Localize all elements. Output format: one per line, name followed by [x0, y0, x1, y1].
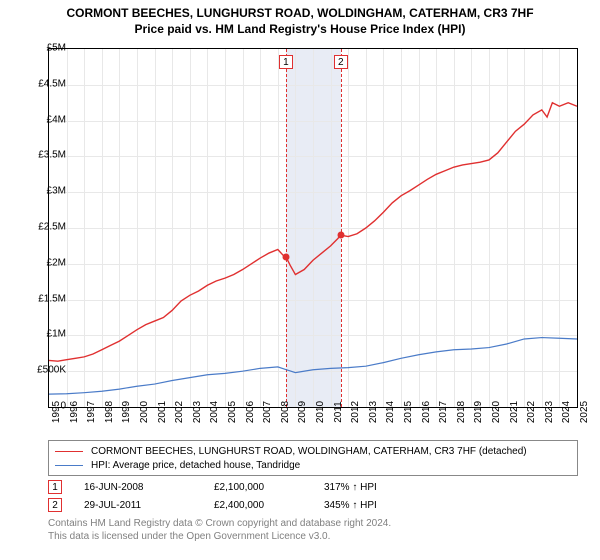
title-line-1: CORMONT BEECHES, LUNGHURST ROAD, WOLDING… — [8, 6, 592, 22]
footnote-marker-1: 1 — [48, 480, 62, 494]
y-axis-label: £1M — [26, 329, 66, 340]
x-axis-label: 2001 — [157, 401, 168, 423]
x-axis-label: 2000 — [139, 401, 150, 423]
x-axis-label: 2014 — [385, 401, 396, 423]
legend-swatch-hpi — [55, 465, 83, 466]
x-axis-label: 1995 — [51, 401, 62, 423]
x-axis-label: 1996 — [69, 401, 80, 423]
x-axis-label: 2018 — [456, 401, 467, 423]
chart-title-block: CORMONT BEECHES, LUNGHURST ROAD, WOLDING… — [0, 0, 600, 39]
y-axis-label: £3M — [26, 186, 66, 197]
footnote-marker-2: 2 — [48, 498, 62, 512]
x-axis-label: 2021 — [509, 401, 520, 423]
x-axis-label: 2023 — [544, 401, 555, 423]
x-axis-label: 2008 — [280, 401, 291, 423]
legend-row-hpi: HPI: Average price, detached house, Tand… — [55, 458, 571, 472]
x-axis-label: 2024 — [561, 401, 572, 423]
x-axis-label: 2003 — [192, 401, 203, 423]
legend-label-hpi: HPI: Average price, detached house, Tand… — [91, 460, 300, 471]
footnote-pct-1: 317% ↑ HPI — [324, 482, 377, 493]
footnote-date-2: 29-JUL-2011 — [84, 500, 214, 511]
x-axis-label: 2017 — [438, 401, 449, 423]
series-property — [49, 103, 577, 361]
footnote-price-2: £2,400,000 — [214, 500, 324, 511]
x-axis-label: 2010 — [315, 401, 326, 423]
y-axis-label: £2.5M — [26, 222, 66, 233]
credit-line-2: This data is licensed under the Open Gov… — [48, 531, 578, 544]
legend-box: CORMONT BEECHES, LUNGHURST ROAD, WOLDING… — [48, 440, 578, 476]
footnote-pct-2: 345% ↑ HPI — [324, 500, 377, 511]
x-axis-label: 2004 — [209, 401, 220, 423]
x-axis-label: 2002 — [174, 401, 185, 423]
x-axis-label: 2013 — [368, 401, 379, 423]
series-svg — [49, 49, 577, 407]
x-axis-label: 2015 — [403, 401, 414, 423]
footnotes: 1 16-JUN-2008 £2,100,000 317% ↑ HPI 2 29… — [48, 478, 578, 514]
x-axis-label: 2009 — [297, 401, 308, 423]
series-hpi — [49, 338, 577, 395]
y-axis-label: £4.5M — [26, 78, 66, 89]
x-axis-label: 2006 — [245, 401, 256, 423]
credit-block: Contains HM Land Registry data © Crown c… — [48, 518, 578, 543]
y-axis-label: £5M — [26, 43, 66, 54]
y-axis-label: £2M — [26, 257, 66, 268]
x-axis-label: 2012 — [350, 401, 361, 423]
y-axis-label: £500K — [26, 365, 66, 376]
x-axis-label: 1999 — [121, 401, 132, 423]
credit-line-1: Contains HM Land Registry data © Crown c… — [48, 518, 578, 531]
x-axis-label: 2016 — [421, 401, 432, 423]
footnote-row-1: 1 16-JUN-2008 £2,100,000 317% ↑ HPI — [48, 478, 578, 496]
x-axis-label: 1998 — [104, 401, 115, 423]
y-axis-label: £3.5M — [26, 150, 66, 161]
footnote-date-1: 16-JUN-2008 — [84, 482, 214, 493]
footnote-price-1: £2,100,000 — [214, 482, 324, 493]
x-axis-label: 2011 — [333, 401, 344, 423]
x-axis-label: 2025 — [579, 401, 590, 423]
footnote-row-2: 2 29-JUL-2011 £2,400,000 345% ↑ HPI — [48, 496, 578, 514]
title-line-2: Price paid vs. HM Land Registry's House … — [8, 22, 592, 38]
legend-row-property: CORMONT BEECHES, LUNGHURST ROAD, WOLDING… — [55, 444, 571, 458]
y-axis-label: £1.5M — [26, 293, 66, 304]
x-axis-label: 2005 — [227, 401, 238, 423]
x-axis-label: 2007 — [262, 401, 273, 423]
y-axis-label: £4M — [26, 114, 66, 125]
legend-label-property: CORMONT BEECHES, LUNGHURST ROAD, WOLDING… — [91, 446, 527, 457]
x-axis-label: 2019 — [473, 401, 484, 423]
x-axis-label: 2022 — [526, 401, 537, 423]
x-axis-label: 2020 — [491, 401, 502, 423]
chart-plot-area: 12 — [48, 48, 578, 408]
legend-swatch-property — [55, 451, 83, 452]
x-axis-label: 1997 — [86, 401, 97, 423]
